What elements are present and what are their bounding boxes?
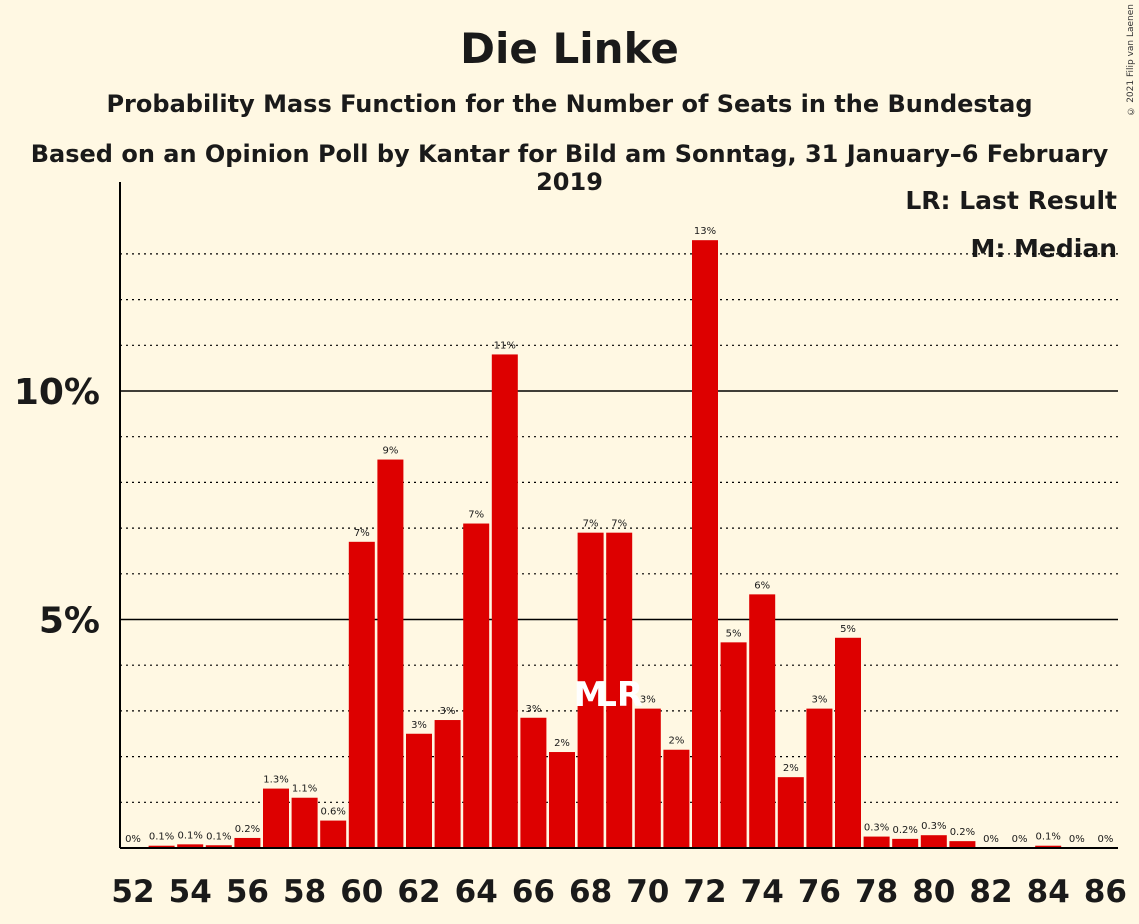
bar (1035, 845, 1062, 848)
bar (777, 777, 804, 848)
bar (606, 532, 633, 848)
bar (406, 733, 432, 848)
x-tick-label: 70 (626, 874, 669, 910)
x-tick-label: 60 (340, 874, 383, 910)
x-tick-label: 82 (969, 874, 1012, 910)
bar (348, 541, 375, 848)
bar-value-label: 9% (382, 446, 398, 457)
bar-value-label: 13% (694, 226, 716, 237)
bar (920, 835, 947, 848)
bar-value-label: 2% (668, 736, 684, 747)
x-tick-label: 72 (683, 874, 726, 910)
x-tick-label: 80 (912, 874, 955, 910)
bar-value-label: 0.1% (149, 832, 174, 843)
bar (892, 838, 919, 848)
bar (863, 836, 890, 848)
bar-value-label: 5% (726, 628, 742, 639)
x-tick-label: 86 (1084, 874, 1127, 910)
bar-value-label: 2% (783, 763, 799, 774)
bar (205, 845, 232, 848)
bar-value-label: 2% (554, 738, 570, 749)
legend-last-result: LR: Last Result (905, 186, 1117, 215)
bar (663, 749, 690, 848)
bar-value-label: 0.2% (235, 824, 260, 835)
chart-subtitle: Probability Mass Function for the Number… (106, 90, 1033, 118)
bar-value-label: 0% (983, 834, 999, 845)
bar-value-label: 0% (125, 834, 141, 845)
chart-source-subtitle: Based on an Opinion Poll by Kantar for B… (30, 140, 1109, 196)
last-result-marker: LR (595, 675, 643, 715)
x-tick-label: 78 (855, 874, 898, 910)
bar-value-label: 7% (583, 519, 599, 530)
bar-value-label: 3% (411, 720, 427, 731)
bar (491, 354, 518, 848)
bar (692, 240, 718, 848)
x-tick-label: 68 (569, 874, 612, 910)
bar-value-label: 0.2% (892, 825, 917, 836)
bar (577, 532, 604, 848)
x-tick-label: 66 (512, 874, 555, 910)
bar (520, 717, 547, 848)
bar-value-label: 1.1% (292, 784, 317, 795)
x-tick-label: 64 (455, 874, 498, 910)
bar (320, 820, 347, 848)
bar-value-label: 3% (811, 695, 827, 706)
x-tick-label: 74 (741, 874, 784, 910)
bar (463, 523, 490, 848)
bar-value-label: 0.2% (950, 827, 975, 838)
bar-value-label: 0.3% (921, 821, 946, 832)
bar-value-label: 7% (611, 519, 627, 530)
x-tick-label: 84 (1027, 874, 1070, 910)
bar-value-label: 0.1% (1035, 832, 1060, 843)
bar-value-label: 11% (494, 340, 516, 351)
median-marker: M (574, 675, 608, 715)
bar (377, 459, 404, 848)
x-tick-label: 52 (111, 874, 154, 910)
bar-value-label: 3% (525, 704, 541, 715)
x-tick-label: 76 (798, 874, 841, 910)
x-tick-label: 54 (169, 874, 212, 910)
x-tick-label: 62 (397, 874, 440, 910)
bar-value-label: 0.3% (864, 823, 889, 834)
bar-value-label: 7% (354, 528, 370, 539)
chart-title: Die Linke (460, 24, 679, 73)
bar (291, 797, 318, 848)
bar-value-label: 7% (468, 510, 484, 521)
bar (806, 708, 833, 848)
bar-value-label: 0% (1069, 834, 1085, 845)
bar (720, 642, 747, 848)
x-tick-label: 58 (283, 874, 326, 910)
bar-value-label: 0.1% (177, 830, 202, 841)
bar (434, 720, 461, 848)
bar (835, 637, 861, 848)
bar-value-label: 0% (1012, 834, 1028, 845)
bar-value-label: 3% (640, 695, 656, 706)
bar (549, 752, 575, 848)
bar (749, 594, 776, 848)
bar-value-label: 6% (754, 580, 770, 591)
bar-value-label: 5% (840, 624, 856, 635)
bar (148, 845, 175, 848)
bar-value-label: 1.3% (263, 775, 288, 786)
bar (263, 788, 289, 848)
x-tick-label: 56 (226, 874, 269, 910)
bar-value-label: 3% (440, 706, 456, 717)
bar (177, 844, 204, 848)
bar (949, 841, 976, 848)
bar-value-label: 0% (1097, 834, 1113, 845)
bar (634, 708, 661, 848)
bar-value-label: 0.1% (206, 831, 231, 842)
bar (234, 837, 261, 848)
y-tick-label: 10% (14, 372, 100, 413)
legend-median: M: Median (970, 234, 1117, 263)
y-tick-label: 5% (39, 601, 100, 642)
bar-value-label: 0.6% (320, 807, 345, 818)
